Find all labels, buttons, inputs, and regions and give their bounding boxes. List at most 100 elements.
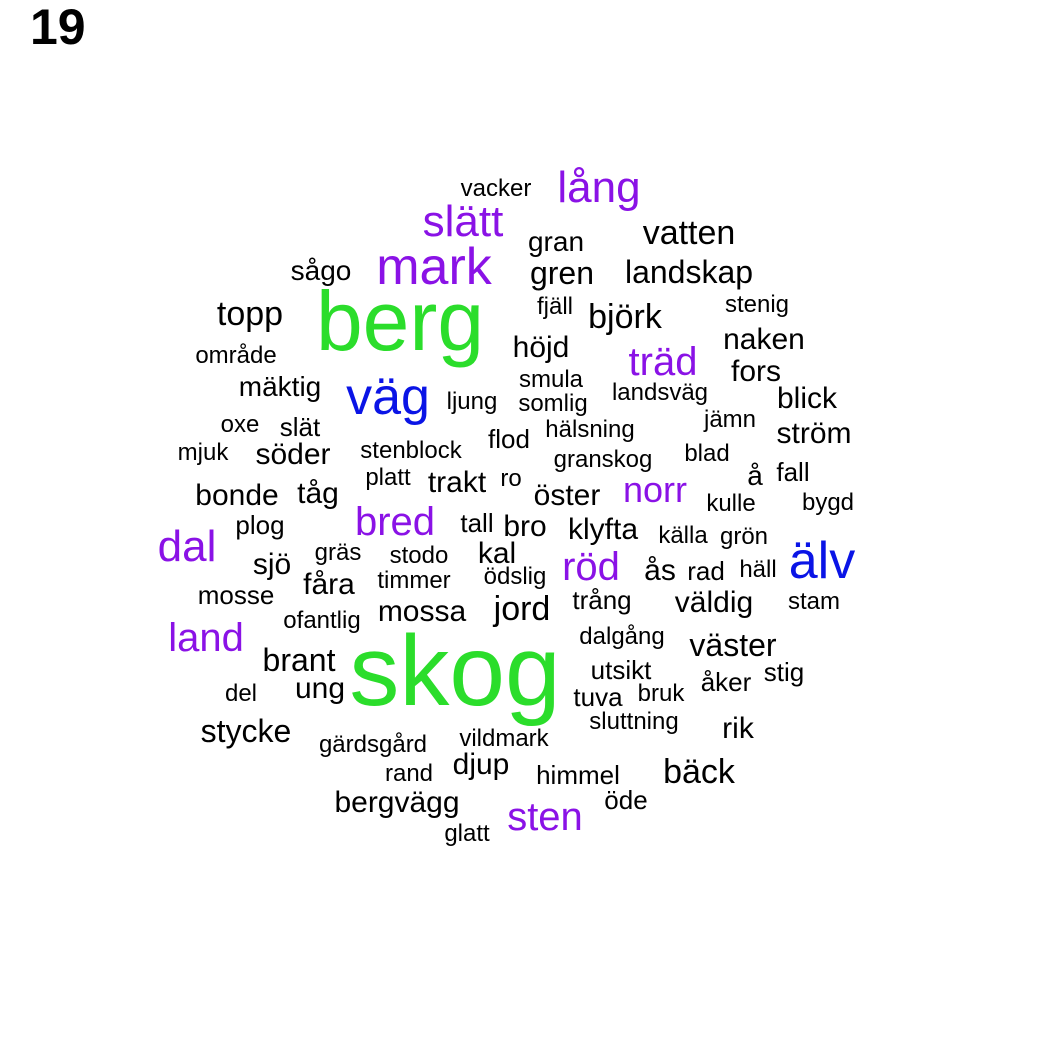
word-base: vildmark: [459, 725, 549, 752]
word-base: himmel: [536, 760, 620, 790]
word-base: brant: [262, 642, 336, 678]
word-base: grön: [719, 523, 769, 550]
word-base: plog: [235, 510, 285, 540]
word-base: oxe: [220, 411, 260, 438]
word-base: källa: [658, 522, 708, 549]
word-base: fall: [776, 457, 810, 487]
word-base: gran: [527, 226, 585, 257]
word-base: ström: [776, 417, 852, 450]
word-base: bro: [503, 510, 547, 543]
word-base: ro: [500, 465, 522, 492]
word-mid: bred: [354, 500, 436, 544]
word-base: mäktig: [238, 371, 322, 402]
word-base: sluttning: [589, 708, 679, 735]
word-base: sjö: [252, 548, 292, 581]
word-base: jord: [493, 590, 551, 628]
word-base: stodo: [389, 542, 449, 569]
word-base: björk: [588, 298, 662, 336]
word-base: stenblock: [360, 437, 462, 464]
word-base: trång: [572, 585, 632, 615]
word-base: rik: [722, 712, 754, 745]
word-base: bonde: [195, 479, 279, 512]
word-mid: röd: [562, 545, 620, 589]
word-base: väldig: [674, 586, 754, 619]
word-base: gärdsgård: [318, 731, 428, 758]
word-base: slät: [279, 412, 321, 442]
word-base: blick: [776, 382, 838, 415]
word-high: väg: [346, 368, 430, 426]
word-mid: land: [168, 616, 244, 660]
word-base: ljung: [446, 388, 498, 415]
word-base: fåra: [303, 568, 355, 601]
word-base: landskap: [624, 254, 754, 290]
word-base: bergvägg: [334, 786, 460, 819]
word-base: åker: [700, 667, 752, 697]
word-base: timmer: [377, 567, 451, 594]
word-base: bygd: [801, 489, 855, 516]
word-base: somlig: [518, 390, 588, 417]
word-base: rad: [687, 556, 725, 586]
word-base: å: [747, 460, 763, 491]
word-base: mosse: [197, 580, 275, 610]
word-base: blad: [684, 440, 730, 467]
word-base: trakt: [427, 466, 487, 499]
word-base: stig: [763, 657, 805, 687]
word-base: dalgång: [579, 623, 665, 650]
word-base: del: [224, 680, 258, 707]
word-base: vatten: [642, 214, 736, 252]
word-base: mjuk: [177, 439, 229, 466]
word-base: vacker: [460, 175, 532, 202]
word-base: kulle: [706, 490, 756, 517]
word-base: hälsning: [545, 416, 635, 443]
word-mid: lång: [557, 163, 641, 212]
word-base: mossa: [377, 595, 467, 628]
word-base: tåg: [297, 477, 339, 510]
word-base: ofantlig: [283, 607, 361, 634]
word-base: ung: [294, 672, 346, 705]
word-base: kal: [477, 537, 517, 570]
word-top: skog: [349, 615, 561, 727]
word-mid: sten: [507, 795, 583, 839]
word-base: granskog: [553, 446, 653, 473]
word-base: gräs: [314, 539, 362, 566]
word-base: stam: [787, 588, 841, 615]
word-mid: träd: [628, 340, 698, 384]
word-high: älv: [788, 532, 856, 590]
word-base: häll: [739, 556, 777, 583]
word-mid: slätt: [422, 197, 504, 246]
word-base: ås: [644, 554, 676, 587]
word-base: väster: [689, 627, 777, 663]
word-base: djup: [452, 748, 510, 781]
word-base: bäck: [663, 753, 735, 791]
word-base: fors: [730, 355, 782, 388]
word-base: öster: [533, 479, 601, 512]
word-base: rand: [384, 760, 434, 787]
word-base: fjäll: [536, 293, 574, 320]
word-base: naken: [723, 323, 805, 356]
word-base: glatt: [444, 820, 490, 847]
word-base: område: [195, 342, 277, 369]
word-base: stycke: [200, 713, 292, 749]
word-base: platt: [365, 464, 411, 491]
word-base: gren: [529, 255, 595, 291]
word-base: utsikt: [590, 655, 652, 685]
word-base: tall: [460, 508, 494, 538]
word-base: bruk: [637, 680, 685, 707]
word-base: jämn: [703, 406, 757, 433]
word-base: flod: [488, 424, 530, 454]
word-mid: dal: [157, 522, 217, 571]
word-base: klyfta: [567, 513, 639, 546]
word-base: söder: [255, 438, 331, 471]
word-base: topp: [216, 295, 284, 333]
word-base: tuva: [573, 682, 623, 712]
word-base: sågo: [290, 255, 352, 286]
word-base: öde: [604, 785, 648, 815]
word-base: landsväg: [611, 379, 709, 406]
word-base: stenig: [724, 291, 790, 318]
word-base: ödslig: [483, 563, 547, 590]
page-title: 19: [30, 0, 86, 55]
word-mid: mark: [376, 238, 492, 296]
word-mid: norr: [622, 469, 688, 510]
word-base: höjd: [512, 331, 570, 364]
